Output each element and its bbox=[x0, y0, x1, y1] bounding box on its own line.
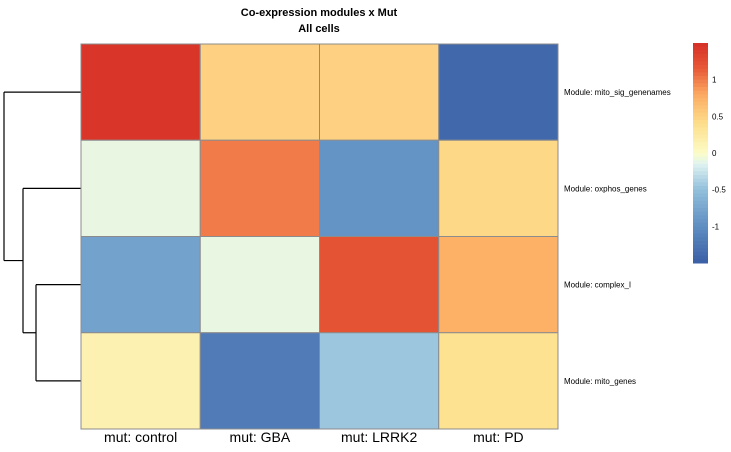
colorbar-tick-label: 0 bbox=[712, 149, 717, 158]
colorbar-segment bbox=[693, 164, 708, 169]
colorbar-segment bbox=[693, 127, 708, 132]
colorbar-segment bbox=[693, 167, 708, 172]
row-labels: Module: mito_sig_genenames Module: oxphos… bbox=[564, 88, 671, 386]
column-label: mut: LRRK2 bbox=[341, 429, 417, 445]
colorbar-segment bbox=[693, 153, 708, 158]
colorbar-segment bbox=[693, 131, 708, 136]
colorbar-tick-label: -0.5 bbox=[712, 186, 726, 195]
row-label: Module: mito_sig_genenames bbox=[564, 88, 671, 97]
colorbar-tick-label: 0.5 bbox=[712, 112, 724, 121]
colorbar-segment bbox=[693, 134, 708, 139]
colorbar-segment bbox=[693, 160, 708, 165]
colorbar-segment bbox=[693, 149, 708, 154]
colorbar-segment bbox=[693, 105, 708, 110]
colorbar-segment bbox=[693, 204, 708, 209]
colorbar-segment bbox=[693, 94, 708, 99]
column-label: mut: control bbox=[104, 429, 177, 445]
colorbar-segment bbox=[693, 65, 708, 70]
colorbar-segment bbox=[693, 46, 708, 51]
row-label: Module: oxphos_genes bbox=[564, 184, 647, 193]
colorbar-segment bbox=[693, 182, 708, 187]
colorbar-segment bbox=[693, 123, 708, 128]
chart-subtitle: All cells bbox=[298, 23, 340, 35]
heatmap-cell bbox=[80, 332, 201, 430]
column-label: mut: GBA bbox=[230, 429, 291, 445]
colorbar-segment bbox=[693, 87, 708, 92]
colorbar-segment bbox=[693, 142, 708, 147]
heatmap-cell bbox=[80, 236, 201, 334]
colorbar-segment bbox=[693, 112, 708, 117]
colorbar-segment bbox=[693, 138, 708, 143]
colorbar-segment bbox=[693, 197, 708, 202]
colorbar-segment bbox=[693, 90, 708, 95]
colorbar-segment bbox=[693, 219, 708, 224]
colorbar-segment bbox=[693, 226, 708, 231]
heatmap-cell bbox=[438, 332, 559, 430]
colorbar-segment bbox=[693, 72, 708, 77]
column-labels: mut: control mut: GBA mut: LRRK2 mut: PD bbox=[104, 429, 524, 445]
heatmap-cells bbox=[80, 43, 559, 430]
colorbar-segment bbox=[693, 116, 708, 121]
colorbar-segment bbox=[693, 241, 708, 246]
colorbar-segment bbox=[693, 98, 708, 103]
colorbar-tick-label: -1 bbox=[712, 222, 720, 231]
heatmap-cell bbox=[80, 139, 201, 237]
colorbar-segment bbox=[693, 61, 708, 66]
chart-title: Co-expression modules x Mut bbox=[241, 7, 398, 19]
colorbar-segment bbox=[693, 178, 708, 183]
heatmap-cell bbox=[319, 332, 440, 430]
heatmap-cell bbox=[438, 139, 559, 237]
colorbar-segment bbox=[693, 189, 708, 194]
colorbar-segment bbox=[693, 76, 708, 81]
colorbar-segment bbox=[693, 222, 708, 227]
colorbar-segment bbox=[693, 43, 708, 48]
row-label: Module: mito_genes bbox=[564, 377, 636, 386]
row-dendrogram bbox=[3, 91, 81, 382]
colorbar-tick-label: 1 bbox=[712, 76, 717, 85]
colorbar-segment bbox=[693, 200, 708, 205]
colorbar-segment bbox=[693, 79, 708, 84]
heatmap-cell bbox=[319, 43, 440, 141]
colorbar-segment bbox=[693, 54, 708, 59]
colorbar-segment bbox=[693, 248, 708, 253]
colorbar-segment bbox=[693, 101, 708, 106]
row-label: Module: complex_I bbox=[564, 281, 631, 290]
colorbar-segment bbox=[693, 171, 708, 176]
colorbar-segment bbox=[693, 244, 708, 249]
column-label: mut: PD bbox=[473, 429, 524, 445]
colorbar-segment bbox=[693, 230, 708, 235]
heatmap-cell bbox=[199, 332, 320, 430]
heatmap-cell bbox=[319, 139, 440, 237]
colorbar-segment bbox=[693, 68, 708, 73]
heatmap-cell bbox=[199, 139, 320, 237]
color-legend: -1 -0.5 0 0.5 1 bbox=[693, 43, 726, 264]
colorbar-segment bbox=[693, 211, 708, 216]
heatmap-cell bbox=[438, 43, 559, 141]
colorbar-segment bbox=[693, 57, 708, 62]
colorbar-segment bbox=[693, 259, 708, 264]
colorbar-segment bbox=[693, 145, 708, 150]
heatmap-cell bbox=[319, 236, 440, 334]
heatmap-cell bbox=[438, 236, 559, 334]
colorbar-segment bbox=[693, 156, 708, 161]
colorbar-segment bbox=[693, 237, 708, 242]
colorbar-segment bbox=[693, 175, 708, 180]
colorbar-segment bbox=[693, 208, 708, 213]
heatmap-cell bbox=[80, 43, 201, 141]
colorbar-segment bbox=[693, 83, 708, 88]
colorbar-segment bbox=[693, 186, 708, 191]
colorbar-segment bbox=[693, 193, 708, 198]
heatmap-cell bbox=[199, 43, 320, 141]
colorbar-segment bbox=[693, 215, 708, 220]
colorbar-segment bbox=[693, 255, 708, 260]
colorbar-segment bbox=[693, 50, 708, 55]
colorbar-segment bbox=[693, 109, 708, 114]
colorbar-segment bbox=[693, 233, 708, 238]
colorbar-segment bbox=[693, 120, 708, 125]
heatmap-cell bbox=[199, 236, 320, 334]
colorbar-segment bbox=[693, 252, 708, 257]
